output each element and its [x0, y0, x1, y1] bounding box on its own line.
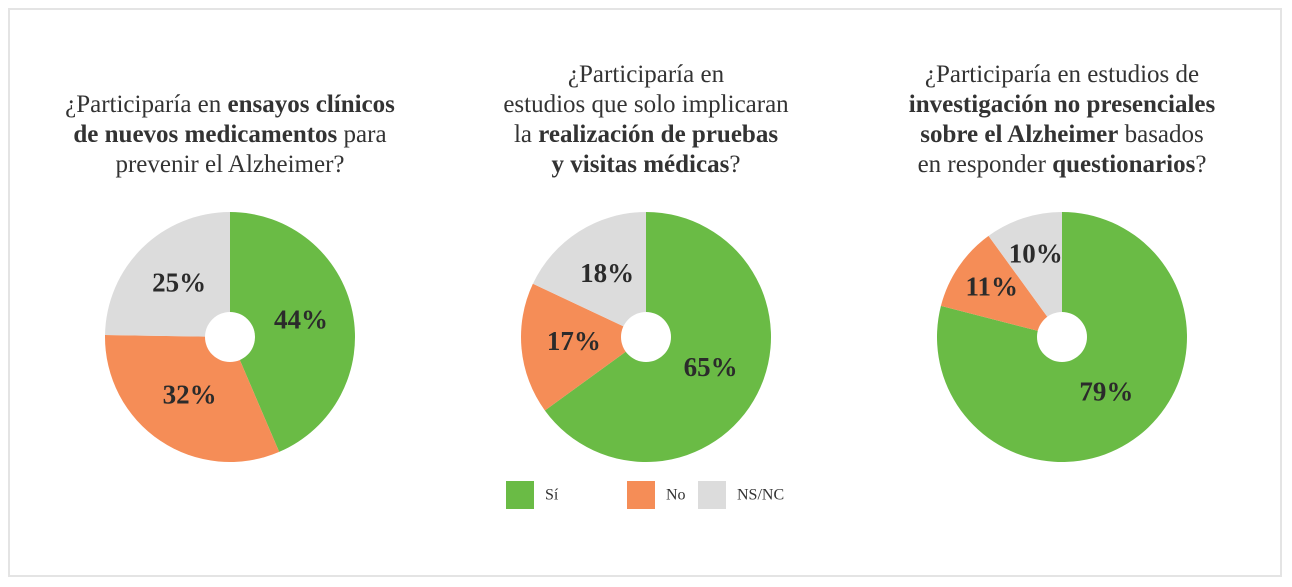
- legend-swatch: [627, 481, 655, 509]
- pie-slice: [230, 212, 355, 452]
- data-label: 18%: [580, 258, 634, 288]
- legend-swatch: [506, 481, 534, 509]
- title-line: y visitas médicas?: [436, 150, 856, 180]
- title-text: ?: [729, 151, 741, 178]
- legend-swatch: [698, 481, 726, 509]
- data-label: 25%: [152, 268, 206, 298]
- pie-slice: [988, 212, 1062, 337]
- title-text: ensayos clínicos: [227, 91, 395, 118]
- title-line: prevenir el Alzheimer?: [20, 150, 440, 180]
- title-text: para: [337, 121, 387, 148]
- data-label: 10%: [1009, 238, 1063, 268]
- title-text: en responder: [917, 151, 1053, 178]
- data-label: 32%: [163, 379, 217, 409]
- pie-slice: [105, 212, 230, 337]
- data-label: 11%: [965, 271, 1018, 301]
- title-line: sobre el Alzheimer basados: [852, 120, 1272, 150]
- title-line: ¿Participaría en: [436, 60, 856, 90]
- title-line: en responder questionarios?: [852, 150, 1272, 180]
- data-label: 79%: [1079, 376, 1133, 406]
- legend-label: No: [666, 487, 686, 504]
- title-text: investigación no presenciales: [908, 91, 1216, 118]
- chart-title: ¿Participaría en ensayos clínicos de nuev…: [20, 90, 440, 180]
- title-line: la realización de pruebas: [436, 120, 856, 150]
- title-line: investigación no presenciales: [852, 90, 1272, 120]
- title-text: basados: [1118, 121, 1204, 148]
- title-text: prevenir el Alzheimer?: [115, 151, 345, 178]
- pie-slice: [521, 283, 646, 411]
- pie-slice: [532, 212, 646, 337]
- title-text: ¿Participaría en: [65, 91, 228, 118]
- title-text: de nuevos medicamentos: [73, 121, 338, 148]
- donut-hole: [205, 312, 255, 362]
- data-label: 44%: [274, 305, 328, 335]
- data-label: 65%: [684, 352, 738, 382]
- title-line: ¿Participaría en estudios de: [852, 60, 1272, 90]
- title-text: estudios que solo implicaran: [503, 91, 789, 118]
- title-line: ¿Participaría en ensayos clínicos: [20, 90, 440, 120]
- title-line: de nuevos medicamentos para: [20, 120, 440, 150]
- donut-hole: [621, 312, 671, 362]
- title-text: questionarios: [1052, 151, 1196, 178]
- legend-label: NS/NC: [737, 487, 784, 504]
- data-label: 17%: [547, 326, 601, 356]
- pie-slice: [105, 335, 280, 462]
- title-text: realización de pruebas: [538, 121, 779, 148]
- title-text: ¿Participaría en: [567, 61, 725, 88]
- title-text: sobre el Alzheimer: [920, 121, 1119, 148]
- frame: [8, 8, 1282, 577]
- pie-slice: [940, 235, 1062, 337]
- donut-hole: [1037, 312, 1087, 362]
- title-text: ?: [1195, 151, 1207, 178]
- chart-title: ¿Participaría en estudios de investigació…: [852, 60, 1272, 180]
- title-text: ¿Participaría en estudios de: [924, 61, 1200, 88]
- legend-label: Sí: [545, 487, 559, 504]
- chart-title: ¿Participaría en estudios que solo implic…: [436, 60, 856, 180]
- title-text: y visitas médicas: [551, 151, 730, 178]
- title-line: estudios que solo implicaran: [436, 90, 856, 120]
- title-text: la: [513, 121, 539, 148]
